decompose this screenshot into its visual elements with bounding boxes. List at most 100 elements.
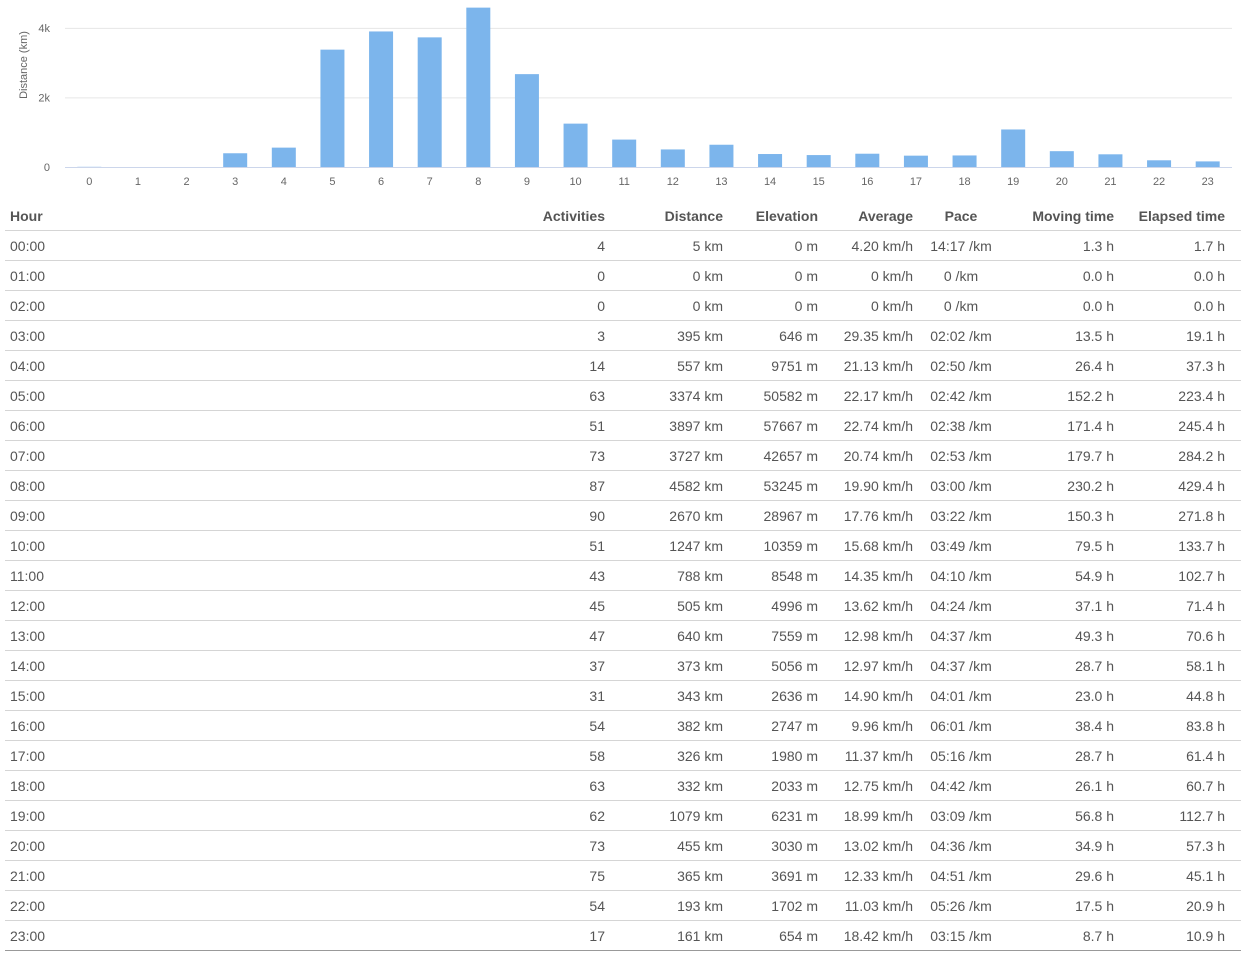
header-elapsed-time[interactable]: Elapsed time — [1114, 201, 1225, 231]
x-tick-label: 13 — [715, 176, 727, 188]
cell-moving-time: 17.5 h — [1009, 890, 1114, 921]
cell-hour: 05:00 — [5, 380, 335, 411]
cell-pace: 04:51 /km — [913, 860, 1009, 891]
cell-elevation: 646 m — [723, 320, 818, 351]
x-tick-label: 14 — [764, 176, 776, 188]
bar-hour-14[interactable] — [758, 154, 783, 167]
bar-hour-12[interactable] — [660, 149, 685, 167]
cell-distance: 3897 km — [605, 410, 723, 441]
header-hour[interactable]: Hour — [5, 201, 335, 231]
cell-elevation: 1980 m — [723, 740, 818, 771]
bar-hour-22[interactable] — [1147, 160, 1172, 167]
cell-activities: 73 — [335, 440, 605, 471]
header-activities[interactable]: Activities — [335, 201, 605, 231]
header-elevation[interactable]: Elevation — [723, 201, 818, 231]
cell-elapsed-time: 58.1 h — [1114, 650, 1225, 681]
bar-hour-6[interactable] — [369, 31, 394, 167]
cell-moving-time: 56.8 h — [1009, 800, 1114, 831]
bar-hour-19[interactable] — [1001, 129, 1026, 167]
bar-hour-17[interactable] — [903, 155, 928, 167]
cell-hour: 03:00 — [5, 320, 335, 351]
cell-spacer — [1225, 560, 1241, 591]
cell-activities: 73 — [335, 830, 605, 861]
cell-hour: 18:00 — [5, 770, 335, 801]
cell-activities: 14 — [335, 350, 605, 381]
cell-average: 12.98 km/h — [818, 620, 913, 651]
cell-average: 0 km/h — [818, 290, 913, 321]
cell-pace: 05:16 /km — [913, 740, 1009, 771]
bar-hour-9[interactable] — [514, 74, 539, 167]
cell-distance: 788 km — [605, 560, 723, 591]
y-axis-ticks: 0 2k 4k — [38, 23, 50, 174]
table-row: 07:00 73 3727 km 42657 m 20.74 km/h 02:53 /km… — [5, 440, 1241, 471]
cell-elevation: 1702 m — [723, 890, 818, 921]
bar-hour-10[interactable] — [563, 123, 588, 167]
cell-elapsed-time: 10.9 h — [1114, 920, 1225, 951]
table-body: 00:00 4 5 km 0 m 4.20 km/h 14:17 /km 1.3 h 1.7 … — [5, 230, 1241, 951]
cell-average: 18.99 km/h — [818, 800, 913, 831]
cell-pace: 04:24 /km — [913, 590, 1009, 621]
cell-distance: 640 km — [605, 620, 723, 651]
cell-average: 21.13 km/h — [818, 350, 913, 381]
cell-moving-time: 28.7 h — [1009, 650, 1114, 681]
table-row: 15:00 31 343 km 2636 m 14.90 km/h 04:01 /km 23… — [5, 680, 1241, 711]
x-tick-label: 8 — [475, 176, 481, 188]
header-average[interactable]: Average — [818, 201, 913, 231]
table-row: 06:00 51 3897 km 57667 m 22.74 km/h 02:38 /km… — [5, 410, 1241, 441]
cell-hour: 23:00 — [5, 920, 335, 951]
cell-activities: 62 — [335, 800, 605, 831]
x-tick-label: 12 — [667, 176, 679, 188]
cell-spacer — [1225, 350, 1241, 381]
cell-elapsed-time: 45.1 h — [1114, 860, 1225, 891]
x-tick-label: 0 — [86, 176, 92, 188]
bar-hour-13[interactable] — [709, 144, 734, 167]
bar-hour-23[interactable] — [1195, 161, 1220, 167]
cell-moving-time: 152.2 h — [1009, 380, 1114, 411]
x-tick-label: 18 — [958, 176, 970, 188]
cell-distance: 505 km — [605, 590, 723, 621]
x-tick-label: 23 — [1202, 176, 1214, 188]
cell-activities: 0 — [335, 290, 605, 321]
cell-moving-time: 0.0 h — [1009, 290, 1114, 321]
cell-activities: 51 — [335, 410, 605, 441]
cell-activities: 75 — [335, 860, 605, 891]
bar-hour-3[interactable] — [223, 153, 248, 167]
table-row: 08:00 87 4582 km 53245 m 19.90 km/h 03:00 /km… — [5, 470, 1241, 501]
cell-activities: 45 — [335, 590, 605, 621]
cell-pace: 04:37 /km — [913, 620, 1009, 651]
cell-activities: 63 — [335, 770, 605, 801]
cell-spacer — [1225, 470, 1241, 501]
cell-moving-time: 54.9 h — [1009, 560, 1114, 591]
table-row: 20:00 73 455 km 3030 m 13.02 km/h 04:36 /km 34… — [5, 830, 1241, 861]
bar-hour-18[interactable] — [952, 155, 977, 167]
bar-hour-5[interactable] — [320, 49, 345, 167]
bar-hour-11[interactable] — [612, 139, 637, 167]
x-tick-label: 11 — [618, 176, 629, 188]
x-tick-label: 4 — [281, 176, 287, 188]
bar-hour-4[interactable] — [271, 147, 296, 167]
cell-hour: 17:00 — [5, 740, 335, 771]
cell-elevation: 5056 m — [723, 650, 818, 681]
bar-hour-16[interactable] — [855, 153, 880, 167]
bar-hour-21[interactable] — [1098, 154, 1123, 167]
cell-average: 14.35 km/h — [818, 560, 913, 591]
x-tick-label: 22 — [1153, 176, 1165, 188]
cell-distance: 395 km — [605, 320, 723, 351]
y-axis-label: Distance (km) — [18, 31, 30, 99]
header-distance[interactable]: Distance — [605, 201, 723, 231]
cell-pace: 04:42 /km — [913, 770, 1009, 801]
bar-hour-8[interactable] — [466, 7, 491, 168]
header-moving-time[interactable]: Moving time — [1009, 201, 1114, 231]
cell-elevation: 3030 m — [723, 830, 818, 861]
bar-hour-15[interactable] — [806, 155, 831, 167]
cell-moving-time: 171.4 h — [1009, 410, 1114, 441]
cell-average: 13.62 km/h — [818, 590, 913, 621]
header-pace[interactable]: Pace — [913, 201, 1009, 231]
cell-elevation: 2636 m — [723, 680, 818, 711]
cell-distance: 3727 km — [605, 440, 723, 471]
bar-hour-7[interactable] — [417, 37, 442, 167]
bar-hour-20[interactable] — [1049, 151, 1074, 167]
cell-distance: 373 km — [605, 650, 723, 681]
cell-hour: 14:00 — [5, 650, 335, 681]
cell-moving-time: 13.5 h — [1009, 320, 1114, 351]
